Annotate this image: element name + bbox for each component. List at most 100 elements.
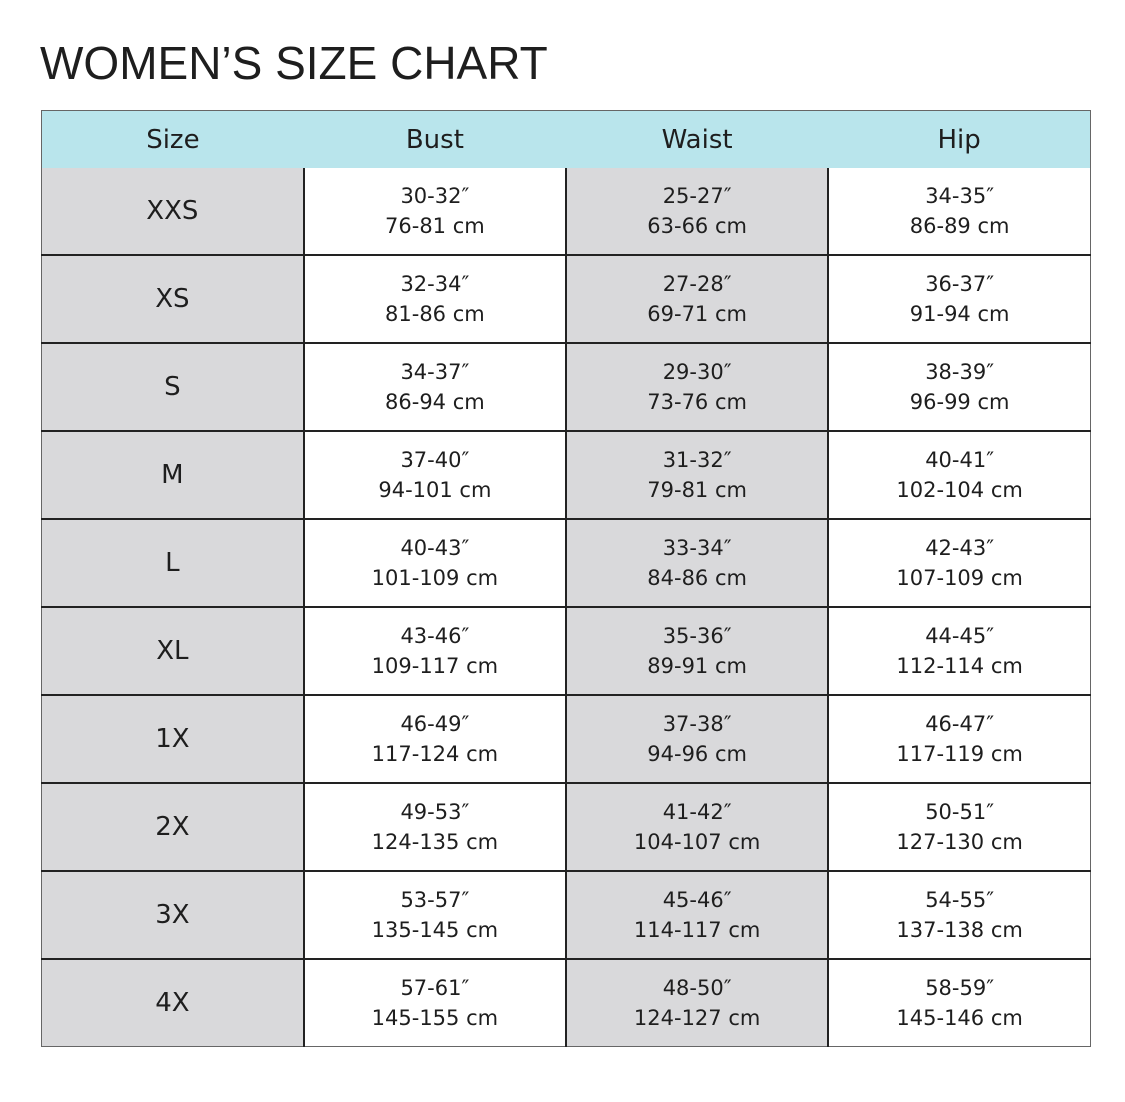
bust-cell-value: 94-101 cm — [378, 478, 492, 502]
size-cell-value: XL — [156, 636, 189, 666]
hip-cell: 36-37″ 91-94 cm — [827, 254, 1091, 343]
hip-cell-value: 40-41″ — [925, 448, 995, 472]
bust-cell: 32-34″ 81-86 cm — [302, 254, 566, 343]
bust-cell-value: 145-155 cm — [371, 1006, 499, 1030]
hip-cell: 40-41″ 102-104 cm — [827, 430, 1091, 519]
table-row: 1X 46-49″ 117-124 cm 37-38″ 94-96 cm 46-47″ 11… — [41, 694, 1091, 783]
size-cell-value: S — [164, 372, 181, 402]
hip-cell-value: 46-47″ — [925, 712, 995, 736]
bust-cell-value: 101-109 cm — [371, 566, 499, 590]
table-row: 3X 53-57″ 135-145 cm 45-46″ 114-117 cm 54-55″… — [41, 870, 1091, 959]
hip-cell-value: 36-37″ — [925, 272, 995, 296]
bust-cell-value: 86-94 cm — [385, 390, 485, 414]
size-cell-value: XXS — [146, 196, 199, 226]
waist-cell: 48-50″ 124-127 cm — [564, 958, 829, 1047]
hip-cell: 46-47″ 117-119 cm — [827, 694, 1091, 783]
hip-cell-value: 137-138 cm — [896, 918, 1023, 942]
header-waist: Waist — [566, 110, 829, 168]
waist-cell: 41-42″ 104-107 cm — [564, 782, 829, 871]
hip-cell-value: 127-130 cm — [896, 830, 1023, 854]
waist-cell-value: 41-42″ — [662, 800, 732, 824]
hip-cell-value: 58-59″ — [925, 976, 995, 1000]
size-cell: 2X — [41, 782, 304, 871]
hip-cell-value: 54-55″ — [925, 888, 995, 912]
bust-cell-value: 43-46″ — [400, 624, 470, 648]
waist-cell-value: 73-76 cm — [647, 390, 747, 414]
size-cell-value: 3X — [155, 900, 190, 930]
size-cell: XS — [41, 254, 304, 343]
waist-cell: 27-28″ 69-71 cm — [564, 254, 829, 343]
waist-cell: 35-36″ 89-91 cm — [564, 606, 829, 695]
bust-cell-value: 76-81 cm — [385, 214, 485, 238]
size-cell: L — [41, 518, 304, 607]
waist-cell: 45-46″ 114-117 cm — [564, 870, 829, 959]
table-row: L 40-43″ 101-109 cm 33-34″ 84-86 cm 42-43″ 107… — [41, 518, 1091, 607]
waist-cell: 31-32″ 79-81 cm — [564, 430, 829, 519]
hip-cell: 54-55″ 137-138 cm — [827, 870, 1091, 959]
bust-cell-value: 135-145 cm — [371, 918, 499, 942]
hip-cell-value: 42-43″ — [925, 536, 995, 560]
bust-cell-value: 32-34″ — [400, 272, 470, 296]
waist-cell: 25-27″ 63-66 cm — [564, 168, 829, 255]
waist-cell-value: 89-91 cm — [647, 654, 747, 678]
hip-cell-value: 34-35″ — [925, 184, 995, 208]
bust-cell: 43-46″ 109-117 cm — [302, 606, 566, 695]
table-row: XS 32-34″ 81-86 cm 27-28″ 69-71 cm 36-37″ 91-9… — [41, 254, 1091, 343]
hip-cell-value: 96-99 cm — [909, 390, 1010, 414]
hip-cell: 34-35″ 86-89 cm — [827, 168, 1091, 255]
size-cell-value: 1X — [155, 724, 190, 754]
hip-cell-value: 86-89 cm — [909, 214, 1010, 238]
header-bust: Bust — [303, 110, 566, 168]
bust-cell: 46-49″ 117-124 cm — [302, 694, 566, 783]
size-cell-value: 4X — [155, 988, 190, 1018]
waist-cell-value: 124-127 cm — [633, 1006, 761, 1030]
size-cell: 3X — [41, 870, 304, 959]
bust-cell-value: 37-40″ — [400, 448, 470, 472]
waist-cell-value: 33-34″ — [662, 536, 732, 560]
hip-cell-value: 107-109 cm — [896, 566, 1023, 590]
size-cell-value: M — [161, 460, 184, 490]
table-row: 4X 57-61″ 145-155 cm 48-50″ 124-127 cm 58-59″… — [41, 958, 1091, 1047]
hip-cell-value: 91-94 cm — [909, 302, 1010, 326]
bust-cell: 34-37″ 86-94 cm — [302, 342, 566, 431]
table-row: M 37-40″ 94-101 cm 31-32″ 79-81 cm 40-41″ 102-… — [41, 430, 1091, 519]
waist-cell-value: 63-66 cm — [647, 214, 747, 238]
bust-cell-value: 81-86 cm — [385, 302, 485, 326]
hip-cell: 50-51″ 127-130 cm — [827, 782, 1091, 871]
bust-cell: 49-53″ 124-135 cm — [302, 782, 566, 871]
size-cell-value: L — [165, 548, 180, 578]
waist-cell-value: 94-96 cm — [647, 742, 747, 766]
bust-cell: 30-32″ 76-81 cm — [302, 168, 566, 255]
size-cell: 4X — [41, 958, 304, 1047]
waist-cell-value: 45-46″ — [662, 888, 732, 912]
bust-cell: 40-43″ 101-109 cm — [302, 518, 566, 607]
table-row: S 34-37″ 86-94 cm 29-30″ 73-76 cm 38-39″ 96-99… — [41, 342, 1091, 431]
hip-cell: 38-39″ 96-99 cm — [827, 342, 1091, 431]
bust-cell-value: 57-61″ — [400, 976, 470, 1000]
waist-cell-value: 84-86 cm — [647, 566, 747, 590]
waist-cell-value: 29-30″ — [662, 360, 732, 384]
waist-cell-value: 48-50″ — [662, 976, 732, 1000]
header-row: Size Bust Waist Hip — [41, 110, 1091, 168]
hip-cell: 58-59″ 145-146 cm — [827, 958, 1091, 1047]
bust-cell-value: 46-49″ — [400, 712, 470, 736]
bust-cell-value: 34-37″ — [400, 360, 470, 384]
hip-cell-value: 145-146 cm — [896, 1006, 1023, 1030]
bust-cell-value: 117-124 cm — [371, 742, 499, 766]
waist-cell-value: 25-27″ — [662, 184, 732, 208]
waist-cell-value: 27-28″ — [662, 272, 732, 296]
size-cell: 1X — [41, 694, 304, 783]
waist-cell-value: 35-36″ — [662, 624, 732, 648]
bust-cell-value: 40-43″ — [400, 536, 470, 560]
size-cell: S — [41, 342, 304, 431]
header-hip: Hip — [828, 110, 1091, 168]
waist-cell-value: 79-81 cm — [647, 478, 747, 502]
hip-cell-value: 102-104 cm — [896, 478, 1023, 502]
bust-cell: 57-61″ 145-155 cm — [302, 958, 566, 1047]
hip-cell-value: 38-39″ — [925, 360, 995, 384]
waist-cell-value: 69-71 cm — [647, 302, 747, 326]
bust-cell-value: 124-135 cm — [371, 830, 499, 854]
size-cell-value: 2X — [155, 812, 190, 842]
size-cell-value: XS — [155, 284, 190, 314]
waist-cell-value: 37-38″ — [662, 712, 732, 736]
